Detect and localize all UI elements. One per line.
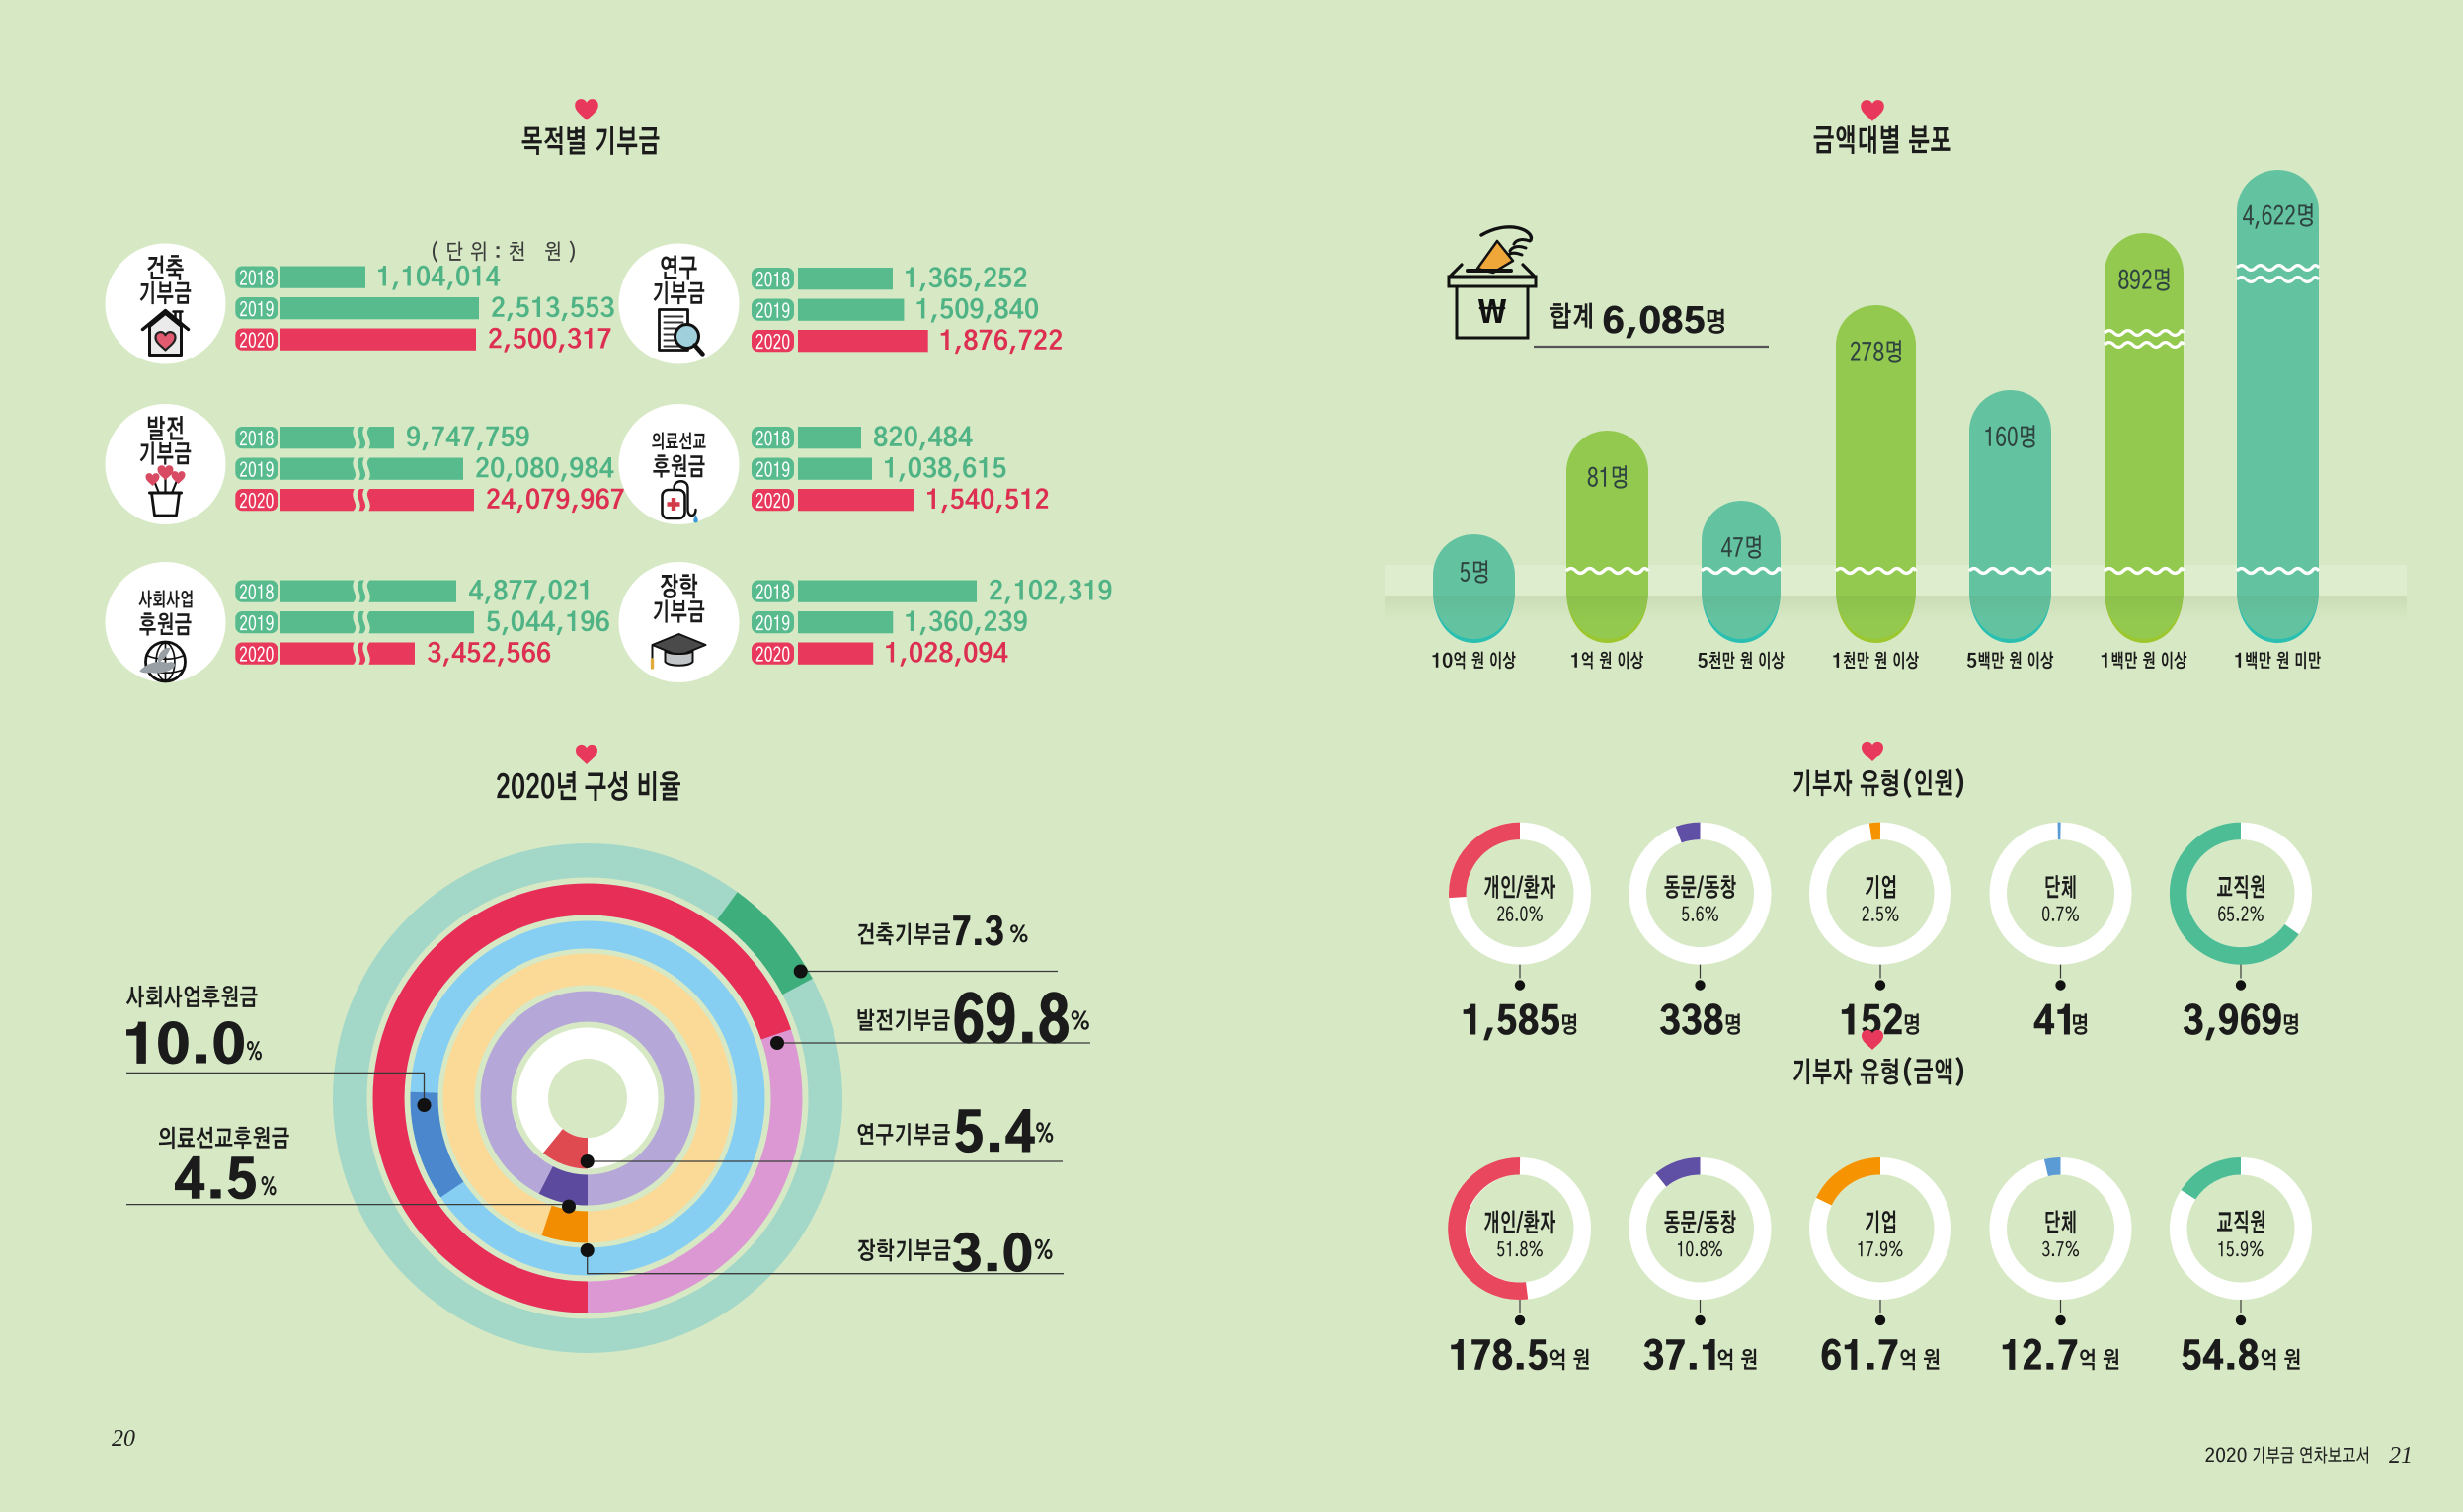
svg-text:21: 21 xyxy=(2389,1443,2413,1469)
svg-text:20: 20 xyxy=(112,1426,135,1452)
